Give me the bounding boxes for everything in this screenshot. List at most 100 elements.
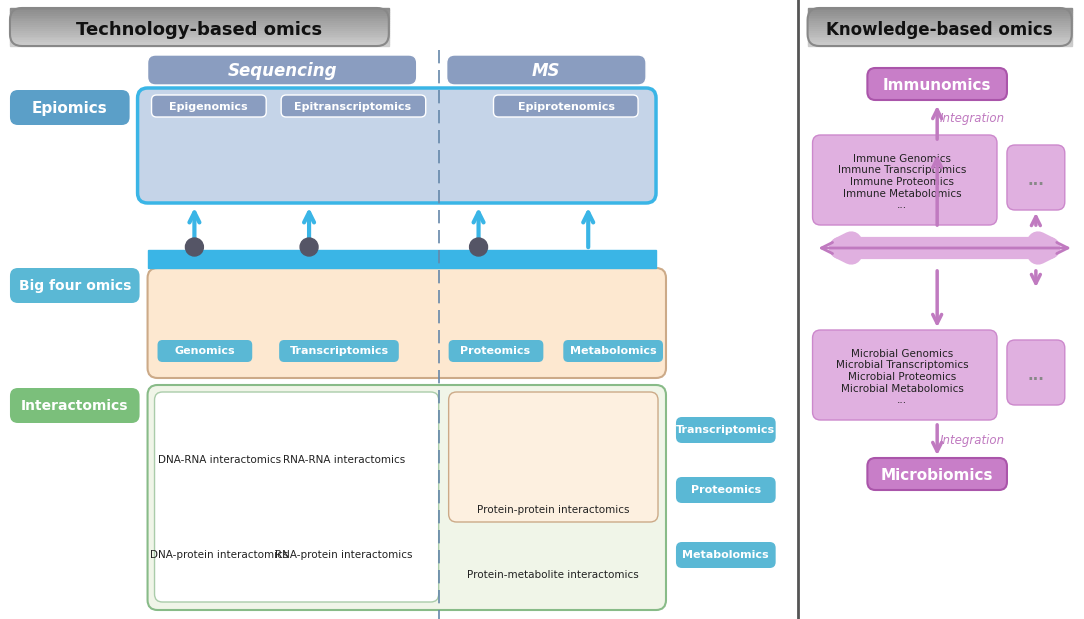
FancyBboxPatch shape — [447, 55, 646, 85]
FancyArrowPatch shape — [840, 243, 1049, 254]
Bar — [808, 15, 1072, 17]
Bar — [808, 35, 1072, 37]
FancyBboxPatch shape — [813, 330, 997, 420]
Circle shape — [469, 238, 488, 256]
Bar — [808, 27, 1072, 29]
Bar — [808, 14, 1072, 15]
Bar — [808, 42, 1072, 44]
Text: Integration: Integration — [940, 111, 1005, 124]
Bar — [10, 37, 389, 38]
Text: Proteomics: Proteomics — [691, 485, 761, 495]
FancyBboxPatch shape — [1007, 145, 1064, 210]
Bar — [10, 19, 389, 21]
FancyArrowPatch shape — [305, 212, 314, 247]
Bar — [10, 8, 389, 10]
FancyArrowPatch shape — [932, 425, 942, 451]
Text: Epitranscriptomics: Epitranscriptomics — [295, 102, 412, 112]
Text: Protein-metabolite interactomics: Protein-metabolite interactomics — [467, 570, 640, 580]
Text: Big four omics: Big four omics — [18, 279, 131, 293]
Text: Transcriptomics: Transcriptomics — [289, 346, 388, 356]
Text: DNA-protein interactomics: DNA-protein interactomics — [151, 550, 288, 560]
Text: Technology-based omics: Technology-based omics — [76, 21, 322, 39]
Bar — [10, 21, 389, 23]
Bar — [10, 29, 389, 31]
Text: Interactomics: Interactomics — [21, 399, 129, 413]
Text: Microbial Genomics
Microbial Transcriptomics
Microbial Proteomics
Microbial Meta: Microbial Genomics Microbial Transcripto… — [836, 348, 969, 405]
Bar — [808, 40, 1072, 42]
FancyBboxPatch shape — [10, 388, 140, 423]
Bar — [10, 44, 389, 46]
FancyArrowPatch shape — [822, 243, 1068, 254]
FancyBboxPatch shape — [10, 268, 140, 303]
FancyArrowPatch shape — [1032, 271, 1041, 284]
FancyArrowPatch shape — [1032, 217, 1041, 225]
Text: Proteomics: Proteomics — [461, 346, 530, 356]
Text: Microbiomics: Microbiomics — [881, 467, 993, 482]
Bar — [147, 250, 656, 268]
Bar — [10, 12, 389, 14]
Text: Genomics: Genomics — [175, 346, 235, 356]
Bar — [10, 35, 389, 37]
Bar — [10, 10, 389, 12]
Text: Metabolomics: Metabolomics — [570, 346, 657, 356]
Text: Immunomics: Immunomics — [883, 77, 992, 92]
Text: RNA-protein interactomics: RNA-protein interactomics — [275, 550, 413, 560]
FancyBboxPatch shape — [449, 392, 658, 522]
Bar — [808, 19, 1072, 21]
FancyBboxPatch shape — [676, 477, 776, 503]
FancyBboxPatch shape — [813, 135, 997, 225]
FancyArrowPatch shape — [190, 212, 199, 247]
FancyBboxPatch shape — [152, 95, 267, 117]
FancyBboxPatch shape — [564, 340, 663, 362]
Bar — [10, 40, 389, 42]
FancyArrowPatch shape — [932, 158, 942, 225]
Bar — [10, 25, 389, 27]
Text: Epiprotenomics: Epiprotenomics — [518, 102, 615, 112]
Text: Epigenomics: Epigenomics — [169, 102, 247, 112]
Bar — [808, 12, 1072, 14]
Text: Transcriptomics: Transcriptomics — [676, 425, 775, 435]
FancyArrowPatch shape — [932, 271, 942, 323]
Bar — [10, 42, 389, 44]
Circle shape — [300, 238, 318, 256]
Text: Immune Genomics
Immune Transcriptomics
Immune Proteomics
Immune Metabolomics
...: Immune Genomics Immune Transcriptomics I… — [838, 154, 967, 210]
FancyBboxPatch shape — [10, 90, 130, 125]
FancyBboxPatch shape — [157, 340, 253, 362]
Bar — [10, 15, 389, 17]
Text: Epiomics: Epiomics — [31, 100, 107, 116]
Bar — [10, 33, 389, 35]
Text: Protein-protein interactomics: Protein-protein interactomics — [477, 505, 630, 515]
FancyBboxPatch shape — [281, 95, 426, 117]
FancyArrowPatch shape — [474, 212, 483, 247]
Text: MS: MS — [532, 62, 560, 80]
Text: Metabolomics: Metabolomics — [683, 550, 770, 560]
Bar — [808, 10, 1072, 12]
FancyBboxPatch shape — [147, 385, 666, 610]
FancyBboxPatch shape — [449, 340, 543, 362]
FancyBboxPatch shape — [867, 458, 1007, 490]
FancyBboxPatch shape — [155, 392, 439, 602]
Bar — [10, 14, 389, 15]
Bar — [808, 33, 1072, 35]
Circle shape — [185, 238, 204, 256]
FancyBboxPatch shape — [676, 417, 776, 443]
FancyArrowPatch shape — [932, 110, 942, 139]
Bar — [808, 31, 1072, 33]
Bar — [10, 17, 389, 19]
FancyBboxPatch shape — [147, 268, 666, 378]
Text: Sequencing: Sequencing — [228, 62, 337, 80]
Bar — [808, 23, 1072, 25]
Text: RNA-RNA interactomics: RNA-RNA interactomics — [283, 455, 405, 465]
Bar — [808, 25, 1072, 27]
Text: Integration: Integration — [940, 433, 1005, 446]
Text: DNA-RNA interactomics: DNA-RNA interactomics — [158, 455, 281, 465]
Bar — [808, 8, 1072, 10]
FancyBboxPatch shape — [147, 55, 416, 85]
Bar — [808, 38, 1072, 40]
Bar — [808, 37, 1072, 38]
Bar — [10, 38, 389, 40]
Text: ...: ... — [1028, 173, 1044, 188]
FancyBboxPatch shape — [493, 95, 638, 117]
Bar — [10, 31, 389, 33]
FancyBboxPatch shape — [867, 68, 1007, 100]
